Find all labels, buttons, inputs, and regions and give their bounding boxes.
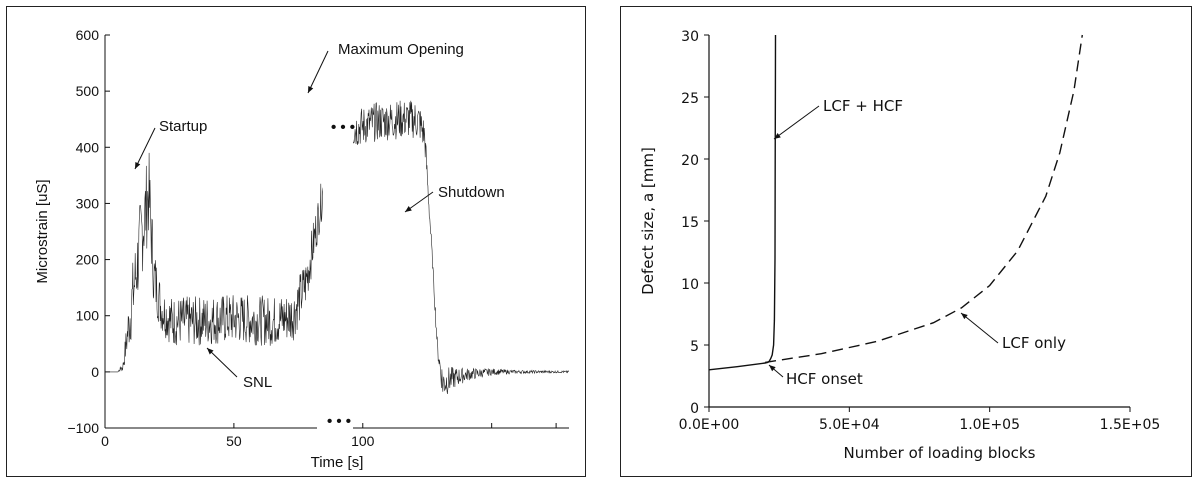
right-y-tick-label: 10 <box>681 277 699 293</box>
right-y-tick-label: 0 <box>690 401 699 417</box>
left-y-tick-label: 300 <box>76 195 100 211</box>
arrow-lcf-hcf <box>773 105 820 140</box>
right-y-axis-title: Defect size, a [mm] <box>639 147 657 295</box>
left-y-tick-label: 400 <box>76 139 100 155</box>
arrow-startup <box>134 127 156 170</box>
left-axis-break-gap <box>323 35 353 430</box>
left-y-tick-label: 500 <box>76 83 100 99</box>
annotation-startup: Startup <box>159 118 207 135</box>
right-chart-svg: 30 25 20 15 10 5 00.0E+00 5.0E+04 1.0E+05 1.5E+05… <box>639 29 1161 462</box>
left-chart-panel: 600 500 400 300 200 100 0 −100 0 50 100 • • • • • • M… <box>6 6 586 477</box>
left-y-tick-label: 100 <box>76 308 100 324</box>
arrow-maximum-opening <box>307 50 329 94</box>
series-lcf-hcf-line <box>708 34 777 371</box>
left-y-tick-label: 600 <box>76 27 100 43</box>
left-y-tick-label: 200 <box>76 252 100 268</box>
left-break-dots-top: • • • <box>331 119 355 136</box>
arrow-hcf-onset-head <box>769 365 776 372</box>
right-y-tick-label: 25 <box>681 91 699 107</box>
annotation-maximum-opening: Maximum Opening <box>338 41 464 58</box>
right-y-tick-label: 20 <box>681 153 699 169</box>
right-chart-panel: 30 25 20 15 10 5 0 0.0E+00 5.0E+04 1.0E+05 1.5E+05… <box>620 6 1192 477</box>
right-y-tick-label: 5 <box>690 339 699 355</box>
left-break-dots-bottom: • • • <box>327 413 351 430</box>
left-x-axis-title: Time [s] <box>311 454 364 471</box>
right-y-tick-label: 30 <box>681 29 699 45</box>
arrow-lcf-only <box>960 312 999 344</box>
right-x-tick-label: 0.0E+00 <box>679 417 740 433</box>
right-x-tick-label: 5.0E+04 <box>819 417 880 433</box>
arrow-shutdown-head <box>405 206 412 212</box>
left-y-axis-title: Microstrain [uS] <box>34 179 51 283</box>
arrow-snl-head <box>207 348 214 355</box>
left-y-tick-label: −100 <box>67 420 99 436</box>
annotation-lcf-only: LCF only <box>1002 334 1066 352</box>
right-y-tick-label: 15 <box>681 215 699 231</box>
annotation-shutdown: Shutdown <box>438 184 505 201</box>
arrow-lcf-hcf-head <box>774 132 781 139</box>
right-x-tick-label: 1.5E+05 <box>1100 417 1161 433</box>
series-lcf-only-line <box>764 34 1083 364</box>
arrow-startup-head <box>135 162 141 169</box>
annotation-hcf-onset: HCF onset <box>786 370 863 388</box>
annotation-lcf-hcf: LCF + HCF <box>823 97 903 115</box>
left-x-tick-label: 100 <box>351 433 375 449</box>
left-x-tick-label: 0 <box>101 433 109 449</box>
arrow-lcf-only-head <box>961 313 968 320</box>
left-x-tick-label: 50 <box>226 433 242 449</box>
arrow-maximum-opening-head <box>308 86 314 93</box>
arrow-snl <box>206 347 238 378</box>
right-x-tick-label: 1.0E+05 <box>959 417 1020 433</box>
left-y-tick-label: 0 <box>91 364 99 380</box>
annotation-snl: SNL <box>243 374 272 391</box>
right-x-axis-title: Number of loading blocks <box>844 444 1036 462</box>
